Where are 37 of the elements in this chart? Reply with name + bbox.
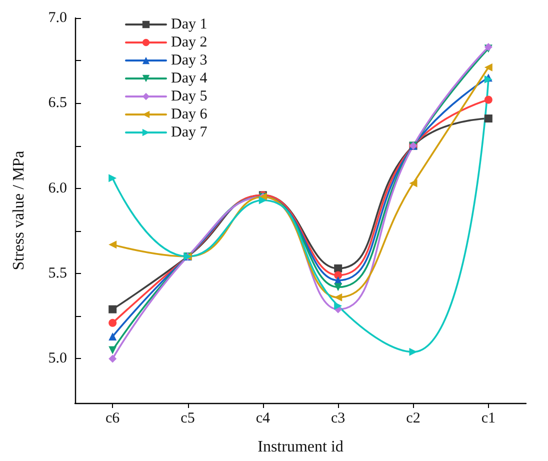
x-tick-label: c2: [406, 410, 420, 426]
point: [334, 283, 342, 292]
point: [108, 305, 117, 314]
point: [108, 354, 117, 363]
legend-label: Day 7: [171, 124, 208, 140]
legend-label: Day 3: [171, 52, 208, 68]
point: [108, 240, 117, 249]
point: [108, 332, 117, 341]
legend-label: Day 5: [171, 88, 208, 104]
x-tick-label: c6: [105, 410, 120, 426]
x-tick-label: c5: [180, 410, 195, 426]
point: [409, 179, 418, 188]
point: [334, 264, 342, 272]
point: [108, 318, 117, 327]
point: [108, 174, 117, 182]
legend-label: Day 6: [171, 106, 208, 122]
y-tick-label: 5.5: [48, 266, 67, 282]
legend-label: Day 4: [171, 70, 208, 86]
legend-label: Day 1: [171, 16, 208, 32]
y-tick-label: 5.0: [48, 350, 67, 367]
point: [334, 271, 342, 280]
y-tick-label: 6.0: [48, 180, 67, 196]
point: [108, 346, 117, 354]
point: [484, 96, 492, 104]
y-axis-title: Stress value / MPa: [10, 150, 28, 270]
point: [484, 63, 492, 72]
x-tick-label: c3: [330, 410, 346, 426]
point: [334, 302, 342, 310]
x-tick-label: c1: [481, 410, 496, 426]
x-axis-title: Instrument id: [258, 438, 344, 456]
y-tick-label: 6.5: [48, 95, 67, 112]
point: [484, 114, 492, 123]
point: [258, 196, 267, 204]
x-tick-label: c4: [256, 410, 270, 426]
legend-label: Day 2: [171, 34, 208, 50]
point: [409, 348, 418, 356]
y-tick-label: 7.0: [48, 10, 67, 26]
